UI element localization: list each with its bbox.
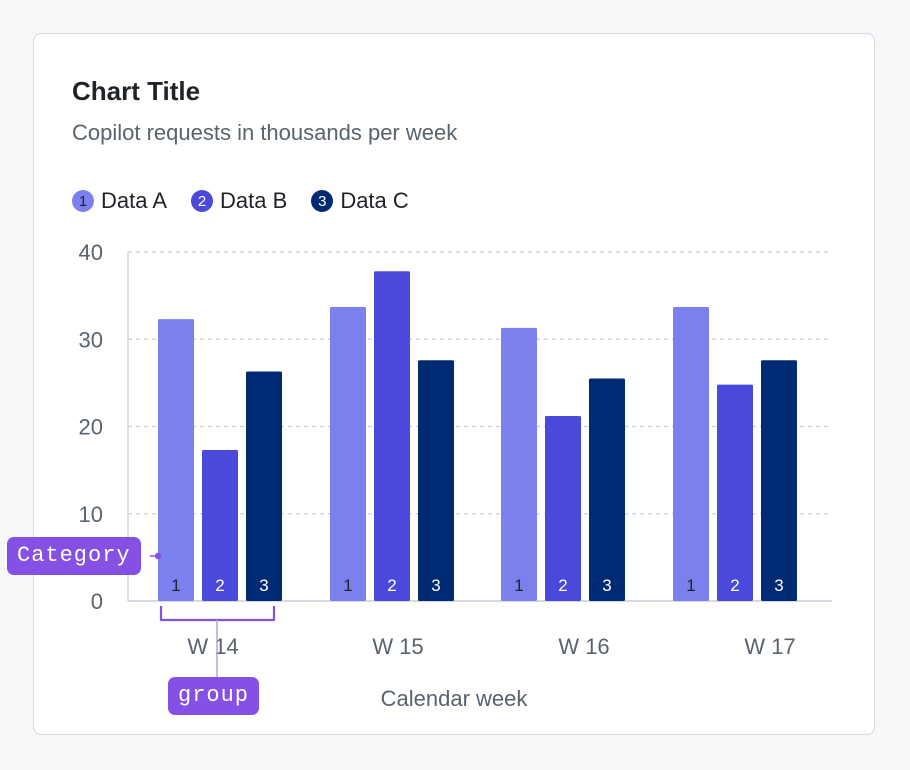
bar-category-label: 1 [343, 576, 352, 595]
bar [589, 378, 625, 601]
bar-category-label: 3 [602, 576, 611, 595]
bar [158, 319, 194, 601]
y-tick-label: 20 [79, 415, 103, 440]
chart-legend: 1 Data A 2 Data B 3 Data C [72, 188, 433, 214]
bar [717, 384, 753, 601]
bar-category-label: 3 [431, 576, 440, 595]
category-annotation-tag: Category [7, 537, 141, 575]
bar-category-label: 1 [686, 576, 695, 595]
bar-category-label: 2 [387, 576, 396, 595]
bar [418, 360, 454, 601]
legend-marker-data-b: 2 [191, 190, 214, 212]
y-tick-label: 40 [79, 240, 103, 265]
bar [761, 360, 797, 601]
bar [501, 327, 537, 601]
bar [374, 271, 410, 601]
x-tick-label: W 14 [187, 634, 238, 659]
legend-marker-data-c: 3 [311, 190, 334, 212]
bar-category-label: 1 [514, 576, 523, 595]
x-tick-label: W 16 [558, 634, 609, 659]
bar-category-label: 2 [730, 576, 739, 595]
chart-subtitle: Copilot requests in thousands per week [72, 120, 458, 145]
group-bracket [159, 606, 276, 622]
y-tick-label: 30 [79, 327, 103, 352]
chart-title: Chart Title [72, 76, 201, 106]
bar-category-label: 2 [558, 576, 567, 595]
bar-category-label: 3 [774, 576, 783, 595]
bar-category-label: 3 [259, 576, 268, 595]
bar [202, 450, 238, 601]
bar-category-label: 2 [215, 576, 224, 595]
legend-label-data-c: Data C [340, 188, 409, 213]
legend-label-data-b: Data B [220, 188, 288, 213]
category-connector-dot [154, 552, 162, 560]
bar [673, 306, 709, 601]
bar-category-label: 1 [171, 576, 180, 595]
legend-item-data-a: 1 Data A [72, 188, 167, 214]
legend-label-data-a: Data A [101, 188, 168, 213]
x-tick-label: W 15 [372, 634, 423, 659]
y-tick-label: 0 [91, 589, 103, 614]
bar [545, 416, 581, 601]
group-annotation-tag: group [168, 677, 260, 715]
bar [246, 371, 282, 601]
x-axis-title: Calendar week [381, 686, 529, 711]
legend-item-data-c: 3 Data C [311, 188, 409, 214]
legend-item-data-b: 2 Data B [191, 188, 287, 214]
bar [330, 306, 366, 601]
x-tick-label: W 17 [744, 634, 795, 659]
legend-marker-data-a: 1 [72, 190, 94, 212]
y-tick-label: 10 [79, 502, 103, 527]
